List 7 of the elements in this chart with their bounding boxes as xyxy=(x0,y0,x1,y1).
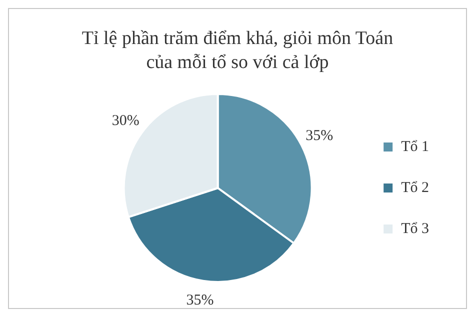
legend-label: Tổ 2 xyxy=(401,180,430,196)
data-label: 30% xyxy=(112,112,140,129)
data-label: 35% xyxy=(186,292,214,309)
legend-label: Tổ 1 xyxy=(401,138,430,155)
legend-label: Tổ 3 xyxy=(401,220,430,237)
chart-title: Tỉ lệ phần trăm điểm khá, giỏi môn Toán của mỗi tổ so với cả lớp xyxy=(80,27,394,75)
data-label: 35% xyxy=(306,128,334,144)
